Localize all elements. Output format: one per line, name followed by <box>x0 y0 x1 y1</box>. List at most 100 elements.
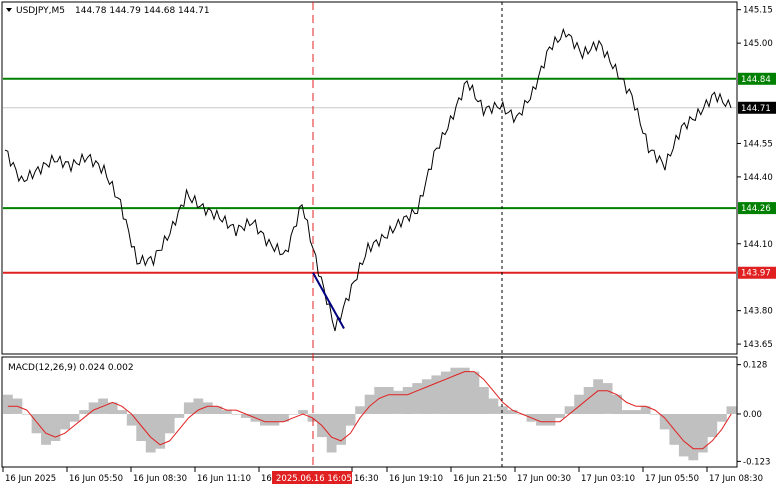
macd-y-tick-label: 0.128 <box>743 361 767 371</box>
macd-histogram-bar <box>174 414 185 418</box>
macd-histogram-bar <box>555 414 565 418</box>
macd-histogram-bar <box>221 410 232 414</box>
y-tick-label: 144.10 <box>743 240 773 250</box>
price-panel-frame <box>1 1 738 355</box>
x-tick-label: 17 Jun 05:50 <box>645 474 699 484</box>
macd-histogram-bar <box>697 414 708 453</box>
price-tag-label: 144.26 <box>741 204 771 214</box>
macd-histogram-bar <box>659 414 670 430</box>
macd-histogram-bar <box>640 406 651 414</box>
price-tag-label: 144.84 <box>741 75 771 85</box>
macd-histogram-bar <box>688 414 699 461</box>
macd-histogram-bar <box>631 410 642 414</box>
macd-histogram-bar <box>22 414 32 415</box>
macd-histogram-bar <box>298 410 308 414</box>
x-tick-label: 16 Jun 11:10 <box>197 474 251 484</box>
macd-histogram-bar <box>440 371 451 414</box>
macd-y-tick-label: -0.123 <box>743 457 770 467</box>
macd-histogram-bar <box>650 414 661 415</box>
macd-histogram-bar <box>126 414 137 426</box>
macd-histogram-bar <box>31 414 42 434</box>
y-tick-label: 144.55 <box>743 139 773 149</box>
x-tick-label: 16 Jun 19:10 <box>389 474 443 484</box>
macd-histogram-bar <box>117 410 127 414</box>
price-tag-box <box>738 202 776 215</box>
x-tick-label: 17 Jun 08:30 <box>709 474 763 484</box>
macd-histogram-bar <box>336 414 346 445</box>
macd-histogram-bar <box>60 414 70 430</box>
macd-histogram-bar <box>469 371 480 414</box>
y-tick-label: 143.65 <box>743 340 773 350</box>
macd-histogram-bar <box>145 414 156 453</box>
macd-histogram-bar <box>678 414 689 457</box>
macd-histogram-bar <box>279 414 289 422</box>
price-line-series <box>4 27 732 332</box>
macd-histogram-bar <box>193 398 204 414</box>
macd-histogram-bar <box>241 414 251 418</box>
macd-histogram-bar <box>450 367 461 414</box>
macd-histogram-bar <box>107 402 118 414</box>
macd-histogram-bar <box>79 410 89 414</box>
x-tick-label: 16 <box>261 474 272 484</box>
symbol-label: USDJPY,M5 <box>16 6 65 16</box>
macd-histogram-bar <box>707 414 718 438</box>
macd-histogram-bar <box>564 406 575 414</box>
macd-histogram-bar <box>326 414 337 453</box>
macd-histogram-bar <box>431 375 442 414</box>
macd-histogram-bar <box>717 414 727 422</box>
macd-histogram-bar <box>69 414 80 422</box>
macd-histogram-bar <box>479 387 489 414</box>
macd-histogram-bar <box>545 414 556 426</box>
macd-histogram-bar <box>459 367 470 414</box>
macd-histogram-bar <box>3 394 13 414</box>
macd-histogram-bar <box>726 406 737 414</box>
macd-histogram-bar <box>345 414 356 426</box>
macd-panel-frame <box>1 356 738 468</box>
macd-histogram-bar <box>536 414 546 426</box>
y-tick-label: 145.00 <box>743 39 773 49</box>
macd-histogram-bar <box>583 387 594 414</box>
crosshair-time-box <box>272 471 352 484</box>
x-tick-label: 16 Jun 08:30 <box>133 474 187 484</box>
macd-histogram-bar <box>88 402 99 414</box>
macd-histogram-bar <box>183 402 194 414</box>
x-tick-label: 17 Jun 03:10 <box>581 474 635 484</box>
macd-histogram-bar <box>260 414 270 426</box>
x-tick-label: 16 Jun 05:50 <box>69 474 123 484</box>
price-tag-box <box>738 72 776 85</box>
macd-histogram-bar <box>136 414 147 441</box>
price-tag-box <box>738 266 776 279</box>
macd-histogram-bar <box>402 387 413 414</box>
x-tick-label: 16 Jun 21:50 <box>453 474 507 484</box>
y-tick-label: 145.15 <box>743 6 773 16</box>
price-tag-label: 143.97 <box>741 269 771 279</box>
macd-histogram-bar <box>488 398 499 414</box>
macd-histogram-bar <box>393 390 404 414</box>
macd-histogram-bar <box>288 414 299 415</box>
crosshair-time-label: 2025.06.16 16:05 <box>276 474 352 484</box>
macd-histogram-bar <box>412 383 423 414</box>
chart-menu-triangle-icon[interactable] <box>6 8 12 12</box>
x-tick-label: 16:30 <box>354 474 379 484</box>
macd-histogram-bar <box>574 394 584 414</box>
macd-histogram-bar <box>383 387 394 414</box>
macd-histogram-bar <box>602 383 613 414</box>
macd-histogram-bar <box>593 379 603 414</box>
macd-histogram-bar <box>231 414 242 415</box>
macd-histogram-bar <box>621 410 632 414</box>
x-tick-label: 16 Jun 2025 <box>5 474 56 484</box>
macd-signal-line <box>7 371 732 450</box>
y-tick-label: 144.40 <box>743 173 773 183</box>
price-tag-box <box>738 101 776 114</box>
macd-histogram-bar <box>202 402 213 414</box>
macd-histogram-bar <box>355 406 365 414</box>
macd-histogram-bar <box>50 414 61 441</box>
trend-segment-line[interactable] <box>312 272 345 329</box>
macd-histogram-bar <box>41 414 51 445</box>
macd-histogram-bar <box>364 394 375 414</box>
x-tick-label: 17 Jun 00:30 <box>517 474 571 484</box>
macd-histogram-bar <box>212 406 223 414</box>
macd-histogram-bar <box>507 410 518 414</box>
chart-header: USDJPY,M5 144.78 144.79 144.68 144.71 <box>6 6 210 16</box>
